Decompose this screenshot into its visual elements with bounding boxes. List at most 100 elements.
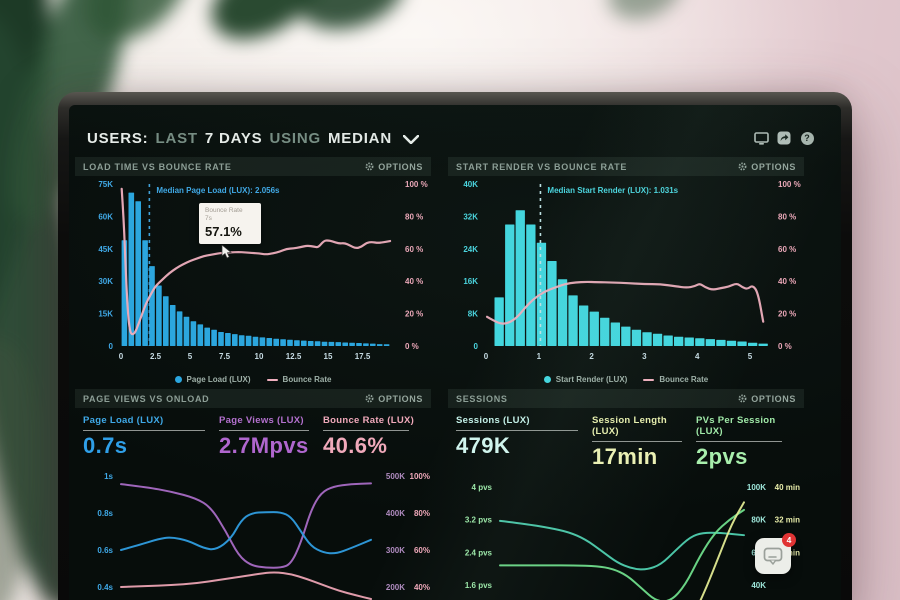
svg-text:300K: 300K	[386, 546, 405, 555]
metric-underline	[696, 441, 782, 442]
header-seg-last: LAST	[155, 129, 198, 147]
svg-text:80 %: 80 %	[778, 212, 796, 221]
options-button[interactable]: OPTIONS	[738, 162, 796, 172]
chat-unread-badge: 4	[782, 533, 796, 547]
options-button[interactable]: OPTIONS	[365, 162, 423, 172]
svg-text:0: 0	[119, 352, 124, 361]
options-label: OPTIONS	[751, 161, 796, 172]
leaf	[290, 0, 412, 40]
svg-text:75K: 75K	[98, 180, 113, 189]
svg-text:80%: 80%	[414, 509, 430, 518]
options-button[interactable]: OPTIONS	[738, 394, 796, 404]
metric-label: Session Length (LUX)	[592, 415, 667, 437]
gear-icon	[365, 394, 374, 403]
metric-underline	[456, 430, 578, 431]
chat-launcher[interactable]: 4	[755, 533, 796, 574]
page-views-line-chart[interactable]: 1s 0.8s 0.6s 0.4s 500K 400K 300K 200K 100% 80% 60%…	[75, 458, 431, 600]
panel-load-time-vs-bounce-rate: LOAD TIME VS BOUNCE RATE OPTIONS Median …	[75, 157, 431, 386]
svg-text:10: 10	[255, 352, 264, 361]
options-label: OPTIONS	[751, 393, 796, 404]
panel-page-views-vs-onload: PAGE VIEWS VS ONLOAD OPTIONS Page Load (…	[75, 389, 431, 600]
metric-value: 2.7Mpvs	[219, 433, 309, 458]
metrics-row: Sessions (LUX) 479K Session Length (LUX)…	[448, 408, 804, 469]
help-icon[interactable]: ?	[799, 130, 815, 146]
panel-header: SESSIONS OPTIONS	[448, 389, 804, 408]
svg-text:1s: 1s	[104, 472, 113, 481]
legend-page-load[interactable]: Page Load (LUX)	[174, 375, 251, 384]
svg-text:60%: 60%	[414, 546, 430, 555]
svg-text:60 %: 60 %	[778, 245, 796, 254]
svg-text:7.5: 7.5	[219, 352, 231, 361]
panel-header: START RENDER VS BOUNCE RATE OPTIONS	[448, 157, 804, 176]
metric-label: Page Views (LUX)	[219, 415, 304, 426]
svg-text:32K: 32K	[463, 212, 478, 221]
users-filter-dropdown[interactable]: USERS: LAST 7 DAYS USING MEDIAN	[87, 130, 419, 147]
svg-text:5: 5	[188, 352, 193, 361]
gear-icon	[738, 162, 747, 171]
svg-text:0.6s: 0.6s	[97, 546, 113, 555]
svg-text:100%: 100%	[410, 472, 430, 481]
metric-value: 17min	[592, 444, 658, 469]
svg-text:45K: 45K	[98, 245, 113, 254]
svg-text:32 min: 32 min	[775, 516, 800, 525]
metric-page-views: Page Views (LUX) 2.7Mpvs	[219, 415, 323, 458]
header-toolbar: ?	[753, 130, 815, 146]
svg-text:2.5: 2.5	[150, 352, 162, 361]
panel-title: START RENDER VS BOUNCE RATE	[456, 161, 628, 172]
svg-text:4 pvs: 4 pvs	[472, 483, 493, 492]
svg-text:200K: 200K	[386, 583, 405, 592]
metric-underline	[83, 430, 205, 431]
metric-value: 0.7s	[83, 433, 128, 458]
svg-text:0 %: 0 %	[778, 342, 792, 351]
metric-value: 479K	[456, 433, 511, 458]
legend-label: Page Load (LUX)	[186, 375, 251, 384]
svg-text:80K: 80K	[751, 516, 766, 525]
legend-bounce-rate[interactable]: Bounce Rate	[266, 375, 331, 384]
svg-text:60 %: 60 %	[405, 245, 423, 254]
tooltip-sub: 7s	[205, 215, 212, 222]
svg-text:40 min: 40 min	[775, 483, 800, 492]
svg-text:60K: 60K	[98, 212, 113, 221]
svg-text:2.4 pvs: 2.4 pvs	[465, 548, 493, 557]
options-label: OPTIONS	[378, 161, 423, 172]
share-icon[interactable]	[776, 130, 792, 146]
options-button[interactable]: OPTIONS	[365, 394, 423, 404]
metric-page-load: Page Load (LUX) 0.7s	[83, 415, 219, 458]
svg-text:0: 0	[109, 342, 114, 351]
metric-underline	[592, 441, 682, 442]
dashboard-screen: USERS: LAST 7 DAYS USING MEDIAN	[69, 105, 841, 600]
metric-bounce-rate: Bounce Rate (LUX) 40.6%	[323, 415, 423, 458]
svg-text:16K: 16K	[463, 277, 478, 286]
panel-sessions: SESSIONS OPTIONS Sessions (LUX) 479K	[448, 389, 804, 600]
load-time-histogram-chart[interactable]: Median Page Load (LUX): 2.056s 75K 60K 45K 3…	[75, 176, 431, 372]
svg-text:1.6 pvs: 1.6 pvs	[465, 581, 493, 590]
speech-bubble-icon	[763, 547, 783, 565]
metric-label: Page Load (LUX)	[83, 415, 164, 426]
metric-label: Bounce Rate (LUX)	[323, 415, 415, 426]
legend-label: Start Render (LUX)	[555, 375, 628, 384]
panel-title: SESSIONS	[456, 393, 508, 404]
header-seg-median: MEDIAN	[327, 129, 392, 147]
svg-text:40%: 40%	[414, 583, 430, 592]
metric-sessions: Sessions (LUX) 479K	[456, 415, 592, 469]
header-seg-7days: 7 DAYS	[204, 129, 263, 147]
svg-text:30K: 30K	[98, 277, 113, 286]
start-render-histogram-chart[interactable]: Median Start Render (LUX): 1.031s 40K 32K 2…	[448, 176, 804, 372]
gear-icon	[365, 162, 374, 171]
svg-text:3.2 pvs: 3.2 pvs	[465, 516, 493, 525]
svg-text:20 %: 20 %	[778, 310, 796, 319]
legend-start-render[interactable]: Start Render (LUX)	[543, 375, 628, 384]
legend-bounce-rate[interactable]: Bounce Rate	[643, 375, 708, 384]
metric-pvs-per-session: PVs Per Session (LUX) 2pvs	[696, 415, 796, 469]
svg-text:20 %: 20 %	[405, 310, 423, 319]
options-label: OPTIONS	[378, 393, 423, 404]
svg-text:3: 3	[642, 352, 647, 361]
dashboard-header: USERS: LAST 7 DAYS USING MEDIAN	[87, 125, 815, 151]
svg-text:0.4s: 0.4s	[97, 583, 113, 592]
leaf	[600, 0, 690, 29]
tooltip-title: Bounce Rate	[205, 207, 243, 214]
display-icon[interactable]	[753, 130, 769, 146]
metric-underline	[219, 430, 309, 431]
